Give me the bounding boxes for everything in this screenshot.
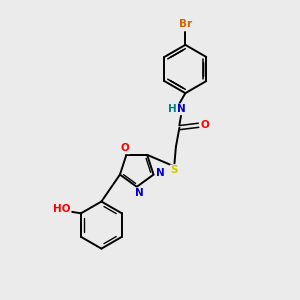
Text: HO: HO: [53, 204, 70, 214]
Text: N: N: [156, 168, 164, 178]
Text: N: N: [135, 188, 144, 198]
Text: Br: Br: [179, 19, 192, 29]
Text: H: H: [168, 104, 177, 114]
Text: S: S: [171, 165, 178, 175]
Text: O: O: [201, 120, 209, 130]
Text: O: O: [121, 143, 129, 153]
Text: N: N: [177, 104, 186, 114]
